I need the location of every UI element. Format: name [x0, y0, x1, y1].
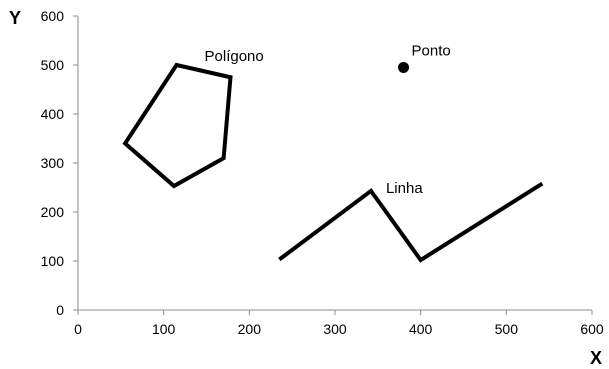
poligono-polygon — [122, 62, 233, 189]
x-tick-label: 200 — [238, 321, 262, 337]
plot-shapes — [122, 61, 544, 263]
y-tick-label: 300 — [41, 155, 65, 171]
x-tick-label: 500 — [495, 321, 519, 337]
x-axis-title: X — [590, 348, 602, 368]
y-axis-ticks: 0 100 200 300 400 500 600 — [41, 8, 78, 318]
shape-labels: Polígono Linha Ponto — [205, 42, 451, 196]
y-tick-label: 0 — [56, 302, 64, 318]
x-tick-label: 0 — [74, 321, 82, 337]
y-tick-label: 100 — [41, 253, 65, 269]
linha-polyline — [278, 181, 544, 263]
linha-label: Linha — [386, 180, 423, 197]
y-tick-label: 200 — [41, 204, 65, 220]
x-tick-label: 400 — [409, 321, 433, 337]
x-tick-label: 600 — [580, 321, 604, 337]
ponto-point — [398, 61, 410, 73]
x-tick-label: 300 — [323, 321, 347, 337]
poligono-label: Polígono — [205, 48, 264, 65]
axes — [77, 16, 592, 311]
x-axis-ticks: 0 100 200 300 400 500 600 — [74, 310, 604, 337]
y-tick-label: 400 — [41, 106, 65, 122]
y-tick-label: 500 — [41, 57, 65, 73]
x-tick-label: 100 — [152, 321, 176, 337]
ponto-label: Ponto — [412, 42, 451, 59]
y-axis-title: Y — [9, 8, 21, 28]
y-tick-label: 600 — [41, 8, 65, 24]
